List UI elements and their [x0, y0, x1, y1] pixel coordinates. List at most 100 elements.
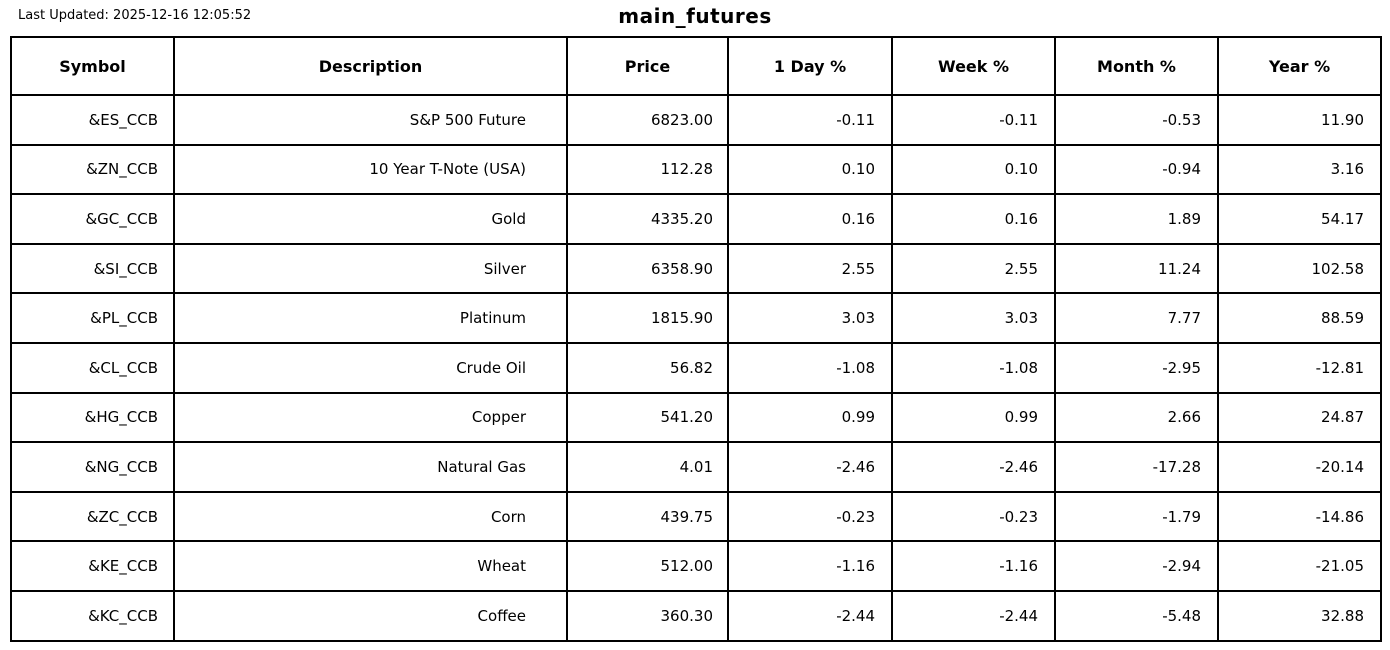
cell-description: Silver [173, 242, 568, 295]
cell-price: 541.20 [566, 391, 729, 444]
table-row-ng: &NG_CCB Natural Gas 4.01 -2.46 -2.46 -17… [10, 441, 1382, 493]
cell-week-pct: 0.16 [891, 193, 1056, 245]
col-header-year-pct: Year % [1217, 36, 1382, 96]
cell-description: Corn [173, 490, 568, 543]
cell-year-pct: 3.16 [1217, 143, 1382, 196]
cell-description: Copper [173, 391, 568, 444]
cell-week-pct: -2.44 [891, 589, 1056, 642]
col-header-1day-pct: 1 Day % [727, 36, 893, 96]
cell-description: Gold [173, 193, 568, 245]
col-header-symbol: Symbol [10, 36, 175, 96]
cell-month-pct: 7.77 [1054, 292, 1219, 344]
cell-1day-pct: -2.46 [727, 441, 893, 493]
table-row-gc: &GC_CCB Gold 4335.20 0.16 0.16 1.89 54.1… [10, 193, 1382, 245]
cell-description: S&P 500 Future [173, 94, 568, 146]
cell-month-pct: -2.94 [1054, 540, 1219, 592]
cell-1day-pct: 3.03 [727, 292, 893, 344]
header-row: Symbol Description Price 1 Day % Week % … [10, 36, 1382, 96]
cell-price: 512.00 [566, 540, 729, 592]
cell-week-pct: 3.03 [891, 292, 1056, 344]
cell-1day-pct: -1.16 [727, 540, 893, 592]
cell-1day-pct: 2.55 [727, 242, 893, 295]
cell-1day-pct: 0.99 [727, 391, 893, 444]
table-row-si: &SI_CCB Silver 6358.90 2.55 2.55 11.24 1… [10, 242, 1382, 295]
cell-month-pct: -17.28 [1054, 441, 1219, 493]
col-header-month-pct: Month % [1054, 36, 1219, 96]
cell-1day-pct: -0.11 [727, 94, 893, 146]
cell-1day-pct: 0.10 [727, 143, 893, 196]
futures-table: Symbol Description Price 1 Day % Week % … [10, 36, 1382, 642]
cell-description: Coffee [173, 589, 568, 642]
col-header-week-pct: Week % [891, 36, 1056, 96]
cell-price: 6823.00 [566, 94, 729, 146]
cell-symbol: &HG_CCB [10, 391, 175, 444]
cell-1day-pct: -2.44 [727, 589, 893, 642]
cell-price: 112.28 [566, 143, 729, 196]
table-row-ke: &KE_CCB Wheat 512.00 -1.16 -1.16 -2.94 -… [10, 540, 1382, 592]
page-title: main_futures [618, 4, 772, 28]
cell-year-pct: 24.87 [1217, 391, 1382, 444]
col-header-price: Price [566, 36, 729, 96]
cell-1day-pct: -1.08 [727, 341, 893, 394]
cell-price: 6358.90 [566, 242, 729, 295]
cell-week-pct: -2.46 [891, 441, 1056, 493]
col-header-description: Description [173, 36, 568, 96]
cell-week-pct: -1.08 [891, 341, 1056, 394]
cell-year-pct: -20.14 [1217, 441, 1382, 493]
cell-1day-pct: -0.23 [727, 490, 893, 543]
cell-year-pct: 54.17 [1217, 193, 1382, 245]
cell-week-pct: -0.23 [891, 490, 1056, 543]
table-row-hg: &HG_CCB Copper 541.20 0.99 0.99 2.66 24.… [10, 391, 1382, 444]
cell-price: 4.01 [566, 441, 729, 493]
cell-week-pct: 0.99 [891, 391, 1056, 444]
cell-symbol: &ZN_CCB [10, 143, 175, 196]
cell-month-pct: -5.48 [1054, 589, 1219, 642]
cell-price: 360.30 [566, 589, 729, 642]
cell-description: Platinum [173, 292, 568, 344]
cell-description: 10 Year T-Note (USA) [173, 143, 568, 196]
cell-symbol: &KE_CCB [10, 540, 175, 592]
cell-symbol: &GC_CCB [10, 193, 175, 245]
last-updated-timestamp: Last Updated: 2025-12-16 12:05:52 [18, 8, 252, 23]
cell-month-pct: -1.79 [1054, 490, 1219, 543]
table-row-zn: &ZN_CCB 10 Year T-Note (USA) 112.28 0.10… [10, 143, 1382, 196]
cell-year-pct: -21.05 [1217, 540, 1382, 592]
cell-symbol: &NG_CCB [10, 441, 175, 493]
cell-symbol: &ZC_CCB [10, 490, 175, 543]
table-row-zc: &ZC_CCB Corn 439.75 -0.23 -0.23 -1.79 -1… [10, 490, 1382, 543]
cell-year-pct: -12.81 [1217, 341, 1382, 394]
cell-year-pct: 102.58 [1217, 242, 1382, 295]
cell-month-pct: 1.89 [1054, 193, 1219, 245]
cell-1day-pct: 0.16 [727, 193, 893, 245]
cell-symbol: &CL_CCB [10, 341, 175, 394]
cell-price: 56.82 [566, 341, 729, 394]
cell-year-pct: 88.59 [1217, 292, 1382, 344]
cell-price: 439.75 [566, 490, 729, 543]
cell-month-pct: 11.24 [1054, 242, 1219, 295]
table-row-kc: &KC_CCB Coffee 360.30 -2.44 -2.44 -5.48 … [10, 589, 1382, 642]
cell-week-pct: -1.16 [891, 540, 1056, 592]
cell-symbol: &SI_CCB [10, 242, 175, 295]
table-row-pl: &PL_CCB Platinum 1815.90 3.03 3.03 7.77 … [10, 292, 1382, 344]
cell-month-pct: -2.95 [1054, 341, 1219, 394]
cell-symbol: &ES_CCB [10, 94, 175, 146]
cell-price: 1815.90 [566, 292, 729, 344]
table-row-es: &ES_CCB S&P 500 Future 6823.00 -0.11 -0.… [10, 94, 1382, 146]
cell-week-pct: 0.10 [891, 143, 1056, 196]
cell-description: Wheat [173, 540, 568, 592]
cell-week-pct: 2.55 [891, 242, 1056, 295]
table-row-cl: &CL_CCB Crude Oil 56.82 -1.08 -1.08 -2.9… [10, 341, 1382, 394]
cell-symbol: &KC_CCB [10, 589, 175, 642]
cell-description: Crude Oil [173, 341, 568, 394]
cell-price: 4335.20 [566, 193, 729, 245]
cell-week-pct: -0.11 [891, 94, 1056, 146]
cell-year-pct: -14.86 [1217, 490, 1382, 543]
cell-month-pct: 2.66 [1054, 391, 1219, 444]
cell-year-pct: 11.90 [1217, 94, 1382, 146]
cell-year-pct: 32.88 [1217, 589, 1382, 642]
cell-description: Natural Gas [173, 441, 568, 493]
cell-month-pct: -0.53 [1054, 94, 1219, 146]
cell-month-pct: -0.94 [1054, 143, 1219, 196]
cell-symbol: &PL_CCB [10, 292, 175, 344]
